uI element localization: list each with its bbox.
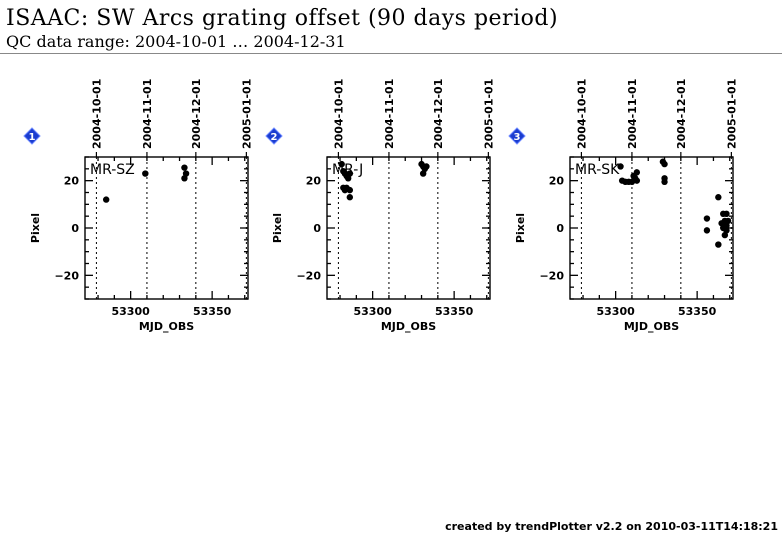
chart-3-data-point	[661, 178, 668, 186]
chart-1-x-axis-title: MJD_OBS	[139, 320, 194, 333]
chart-3-data-point	[633, 169, 641, 176]
chart-2-y-tick-label: 20	[306, 175, 322, 188]
chart-1-data-point	[102, 196, 110, 203]
chart-2-data-point	[346, 170, 354, 177]
chart-3-x-tick-label: 53350	[678, 305, 717, 318]
chart-2-data-point	[338, 160, 345, 168]
chart-2-date-label: 2004-10-01	[332, 79, 345, 149]
chart-3-data-point	[715, 241, 722, 248]
chart-1-date-label: 2004-11-01	[141, 79, 154, 149]
chart-3-data-point	[633, 177, 641, 184]
chart-1-data-point	[181, 175, 188, 182]
chart-2-data-point	[423, 163, 430, 170]
chart-3-data-point	[723, 227, 730, 234]
chart-3-y-tick-label: −20	[539, 269, 564, 282]
chart-2-frame	[326, 156, 491, 300]
chart-1-date-label: 2005-01-01	[240, 79, 253, 149]
chart-2-date-label: 2004-11-01	[383, 79, 396, 149]
chart-2-data-point	[346, 186, 354, 194]
chart-2-data-point	[346, 194, 354, 201]
footer-credit: created by trendPlotter v2.2 on 2010-03-…	[445, 520, 778, 533]
chart-1-data-point	[142, 170, 149, 177]
chart-3-index-marker	[508, 127, 526, 145]
chart-3-index-label: 3	[514, 132, 521, 143]
chart-1-x-tick-label: 53350	[193, 305, 232, 318]
chart-3-data-point	[723, 210, 730, 217]
chart-1-x-tick-label: 53300	[111, 305, 150, 318]
chart-1-index-label: 1	[29, 132, 36, 143]
chart-2-x-tick-label: 53300	[353, 305, 392, 318]
page-title: ISAAC: SW Arcs grating offset (90 days p…	[6, 6, 559, 31]
chart-3-data-point	[703, 227, 711, 234]
chart-1-index-marker	[23, 127, 41, 145]
chart-3-date-label: 2005-01-01	[725, 79, 738, 149]
chart-3-y-axis-title: Pixel	[514, 213, 527, 243]
chart-1-y-tick-label: 20	[64, 175, 80, 188]
chart-3-data-point	[724, 217, 732, 225]
chart-3-data-point	[661, 160, 668, 168]
chart-3-date-label: 2004-12-01	[675, 79, 688, 149]
chart-3-data-point	[715, 194, 722, 201]
chart-3-data-point	[703, 215, 711, 222]
chart-1-date-label: 2004-10-01	[90, 79, 103, 149]
header-divider	[0, 53, 782, 54]
chart-2-date-label: 2005-01-01	[482, 79, 495, 149]
chart-2-y-tick-label: 0	[313, 222, 321, 235]
chart-1-y-axis-title: Pixel	[29, 213, 42, 243]
chart-1-data-point	[181, 164, 188, 171]
chart-2-data-point	[419, 170, 427, 177]
chart-1-frame	[84, 156, 249, 300]
chart-3-date-label: 2004-10-01	[575, 79, 588, 149]
chart-1-y-tick-label: 0	[71, 222, 79, 235]
chart-3-data-point	[617, 163, 624, 170]
chart-2-x-axis-title: MJD_OBS	[381, 320, 436, 333]
chart-2-x-tick-label: 53350	[435, 305, 474, 318]
chart-3-x-axis-title: MJD_OBS	[624, 320, 679, 333]
chart-3-y-tick-label: 20	[549, 175, 565, 188]
chart-3-date-label: 2004-11-01	[626, 79, 639, 149]
chart-1-series-label: MR-SZ	[90, 162, 135, 178]
chart-2-index-label: 2	[271, 132, 278, 143]
chart-2-index-marker	[265, 127, 283, 145]
chart-1-date-label: 2004-12-01	[190, 79, 203, 149]
chart-2-series-label: MR-J	[332, 162, 363, 178]
page-subtitle: QC data range: 2004-10-01 … 2004-12-31	[6, 32, 346, 51]
chart-2-y-tick-label: −20	[296, 269, 321, 282]
chart-1-y-tick-label: −20	[54, 269, 79, 282]
chart-3-series-label: MR-SK	[575, 162, 620, 178]
chart-3-x-tick-label: 53300	[596, 305, 635, 318]
chart-2-date-label: 2004-12-01	[432, 79, 445, 149]
chart-2-y-axis-title: Pixel	[271, 213, 284, 243]
chart-3-y-tick-label: 0	[556, 222, 564, 235]
